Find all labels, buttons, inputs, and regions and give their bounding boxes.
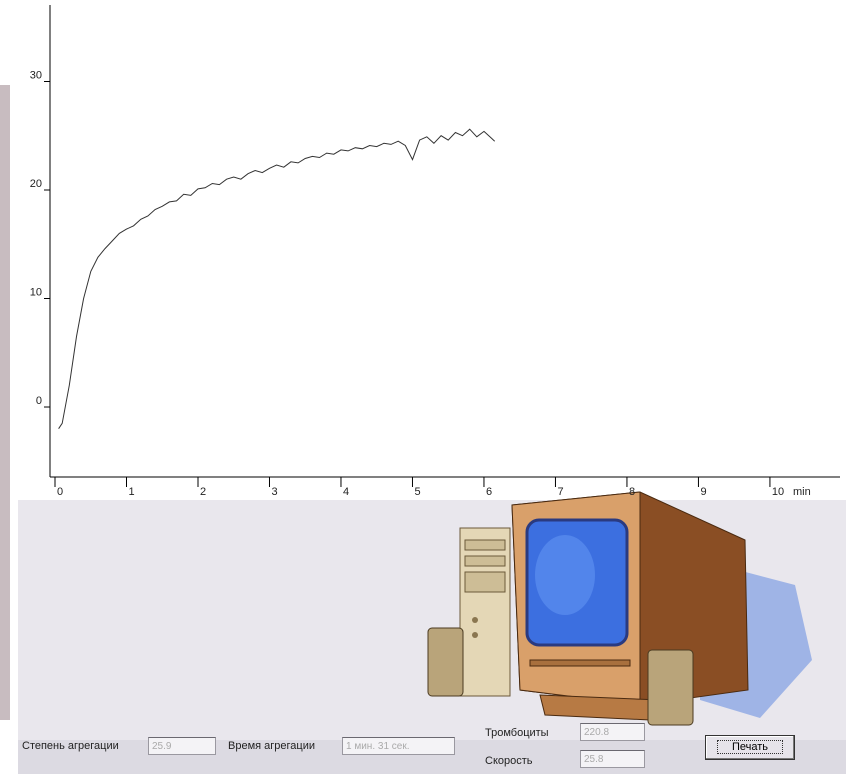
field-input[interactable]: 25.9 [148, 737, 216, 755]
y-tick-label: 20 [30, 178, 42, 190]
x-tick-label: 8 [629, 486, 635, 498]
x-tick-label: 5 [414, 486, 420, 498]
x-tick-label: 7 [557, 486, 563, 498]
x-tick-label: 10 [772, 486, 784, 498]
y-tick-label: 30 [30, 69, 42, 81]
x-tick-label: 2 [200, 486, 206, 498]
field-label: Время агрегации [228, 740, 315, 752]
field-label: Тромбоциты [485, 727, 549, 739]
y-tick-label: 0 [36, 395, 42, 407]
field-label: Степень агрегации [22, 740, 119, 752]
x-tick-label: 6 [486, 486, 492, 498]
field-input[interactable]: 220.8 [580, 723, 645, 741]
side-strip [0, 85, 10, 720]
x-tick-label: 4 [343, 486, 349, 498]
field-label: Скорость [485, 755, 533, 767]
print-button[interactable]: Печать [705, 735, 795, 760]
x-tick-label: 3 [271, 486, 277, 498]
button-label: Печать [717, 740, 783, 754]
x-tick-label: 0 [57, 486, 63, 498]
y-tick-label: 10 [30, 287, 42, 299]
aggregation-curve [59, 129, 495, 429]
x-tick-label: 9 [700, 486, 706, 498]
x-axis-label: min [793, 486, 811, 498]
field-input[interactable]: 1 мин. 31 сек. [342, 737, 455, 755]
chart: min 0 10 20 30 0 1 2 3 4 5 6 7 8 9 10 [0, 0, 846, 774]
app-window: min 0 10 20 30 0 1 2 3 4 5 6 7 8 9 10 Печать Степень а… [0, 0, 846, 774]
x-tick-label: 1 [128, 486, 134, 498]
field-input[interactable]: 25.8 [580, 750, 645, 768]
